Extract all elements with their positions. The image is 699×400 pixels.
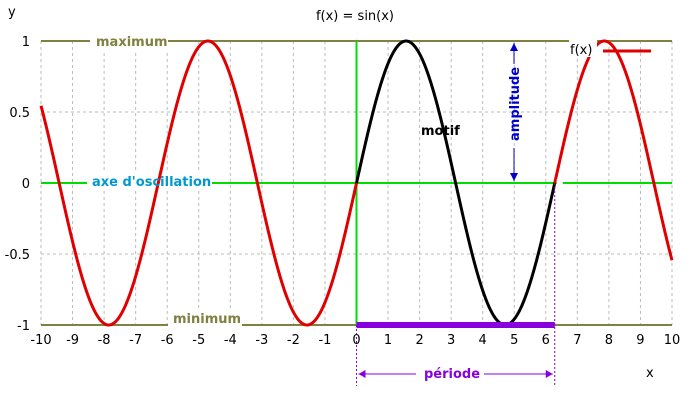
y-axis-label: y bbox=[8, 5, 16, 20]
period-arrowhead-left bbox=[358, 370, 366, 378]
x-tick-label: 7 bbox=[573, 333, 581, 348]
x-tick-label: -10 bbox=[30, 333, 51, 348]
oscillation-axis-label: axe d'oscillation bbox=[92, 175, 211, 190]
x-tick-label: 0 bbox=[352, 333, 360, 348]
legend-text-bg bbox=[569, 40, 597, 57]
amplitude-arrowhead-bottom bbox=[510, 173, 518, 181]
x-tick-label: 8 bbox=[605, 333, 613, 348]
y-tick-label: 1 bbox=[22, 35, 30, 50]
x-tick-label: 10 bbox=[664, 333, 681, 348]
x-axis-label: x bbox=[646, 366, 654, 381]
x-tick-label: -3 bbox=[255, 333, 268, 348]
x-tick-label: 5 bbox=[510, 333, 518, 348]
y-tick-label: -1 bbox=[17, 319, 30, 334]
amplitude-label: amplitude bbox=[508, 67, 523, 141]
x-tick-label: -4 bbox=[224, 333, 237, 348]
curves bbox=[39, 39, 674, 327]
x-tick-label: -8 bbox=[98, 333, 111, 348]
x-tick-label: -5 bbox=[192, 333, 205, 348]
x-tick-label: 4 bbox=[479, 333, 487, 348]
series-line-f bbox=[39, 39, 358, 327]
oscillation-label-bg bbox=[87, 173, 212, 190]
maximum-label-bg bbox=[90, 33, 168, 50]
y-tick-label: 0.5 bbox=[9, 106, 30, 121]
tick-labels: -10 -9 -8 -7 -6 -5 -4 -3 -2 -1 0 1 2 3 4 5 6 7 8 9 1010.50-0… bbox=[5, 35, 681, 348]
maximum-label: maximum bbox=[96, 35, 168, 50]
series-line-f bbox=[553, 39, 674, 261]
y-tick-label: -0.5 bbox=[5, 248, 30, 263]
amplitude-marker bbox=[510, 43, 518, 181]
x-tick-label: 2 bbox=[415, 333, 423, 348]
x-tick-label: 1 bbox=[384, 333, 392, 348]
minimum-label-bg bbox=[168, 311, 242, 327]
x-tick-label: 3 bbox=[447, 333, 455, 348]
x-tick-label: -2 bbox=[287, 333, 300, 348]
period-arrowhead-right bbox=[545, 370, 553, 378]
period-markers bbox=[356, 183, 556, 386]
x-tick-label: 6 bbox=[542, 333, 550, 348]
x-tick-label: 9 bbox=[636, 333, 644, 348]
series-line-motif bbox=[355, 39, 557, 327]
minimum-label: minimum bbox=[173, 312, 241, 327]
x-tick-label: -9 bbox=[66, 333, 79, 348]
curve-gap bbox=[556, 179, 563, 187]
periode-label: période bbox=[424, 367, 480, 382]
x-tick-label: -1 bbox=[318, 333, 331, 348]
x-tick-label: -7 bbox=[129, 333, 142, 348]
chart-title: f(x) = sin(x) bbox=[316, 9, 394, 24]
amplitude-arrowhead-top bbox=[510, 43, 518, 51]
motif-label: motif bbox=[421, 124, 460, 139]
y-tick-label: 0 bbox=[22, 177, 30, 192]
x-tick-label: -6 bbox=[161, 333, 174, 348]
legend-entry: f(x) bbox=[570, 43, 592, 58]
